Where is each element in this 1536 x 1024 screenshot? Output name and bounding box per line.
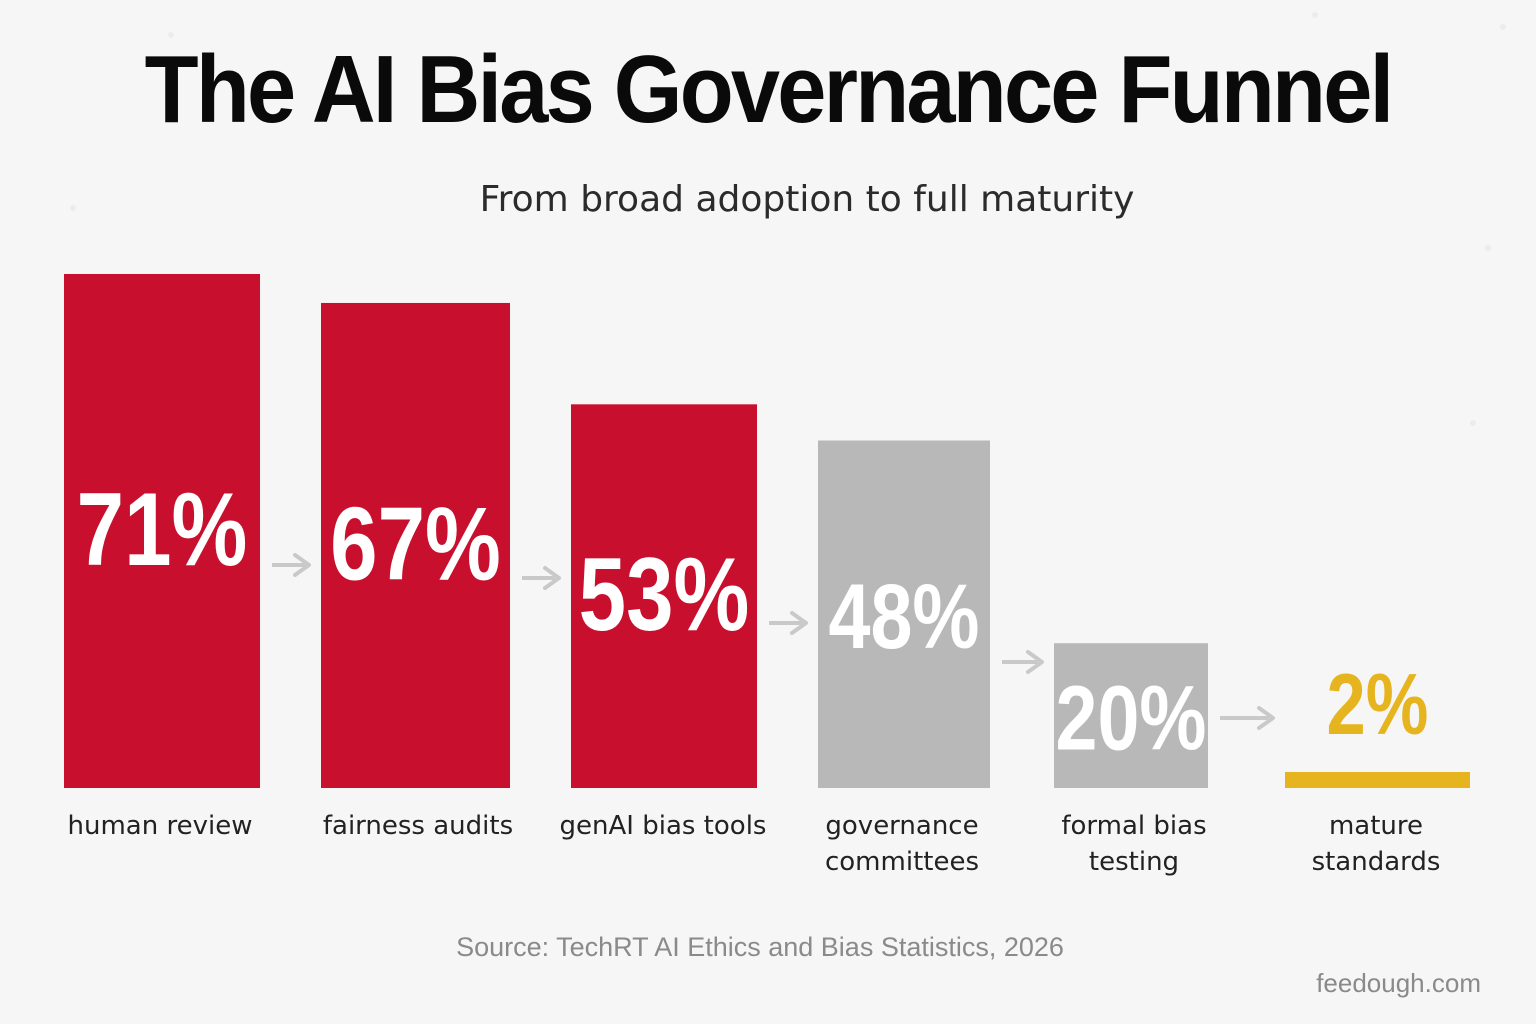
background-dot — [70, 205, 76, 211]
bar-5 — [1285, 772, 1470, 788]
value-label-1: 67% — [330, 487, 501, 603]
category-label-5-1: standards — [1312, 847, 1441, 877]
value-label-5: 2% — [1327, 656, 1429, 752]
value-label-2: 53% — [579, 537, 750, 653]
value-label-0: 71% — [77, 472, 248, 588]
background-dot — [168, 32, 174, 38]
flow-arrow-head-3 — [1026, 650, 1044, 674]
background-dot — [1470, 420, 1476, 426]
category-label-4-1: testing — [1089, 847, 1179, 877]
value-label-4: 20% — [1056, 666, 1207, 769]
bar-3 — [818, 440, 990, 788]
bar-2 — [571, 404, 757, 788]
bar-1 — [321, 302, 510, 788]
category-label-3-0: governance — [825, 811, 978, 841]
value-label-3: 48% — [829, 565, 980, 668]
category-label-5-0: mature — [1329, 811, 1423, 841]
category-label-3-1: committees — [825, 847, 979, 877]
category-label-0-0: human review — [68, 811, 253, 841]
background-dot — [1500, 24, 1506, 30]
category-label-1-0: fairness audits — [323, 811, 513, 841]
page-title: The AI Bias Governance Funnel — [144, 36, 1394, 143]
flow-arrow-head-4 — [1257, 706, 1275, 730]
category-label-2-0: genAI bias tools — [560, 811, 767, 841]
flow-arrow-head-2 — [790, 611, 808, 635]
flow-arrow-head-0 — [293, 553, 311, 577]
page-subtitle: From broad adoption to full maturity — [479, 179, 1135, 220]
bar-4 — [1054, 643, 1208, 788]
category-label-4-0: formal bias — [1061, 811, 1206, 841]
background-dot — [1485, 245, 1491, 251]
background-dot — [1312, 12, 1318, 18]
source-note: Source: TechRT AI Ethics and Bias Statis… — [456, 932, 1064, 962]
bar-0 — [64, 274, 260, 788]
flow-arrow-head-1 — [543, 566, 561, 590]
site-credit: feedough.com — [1316, 968, 1481, 998]
